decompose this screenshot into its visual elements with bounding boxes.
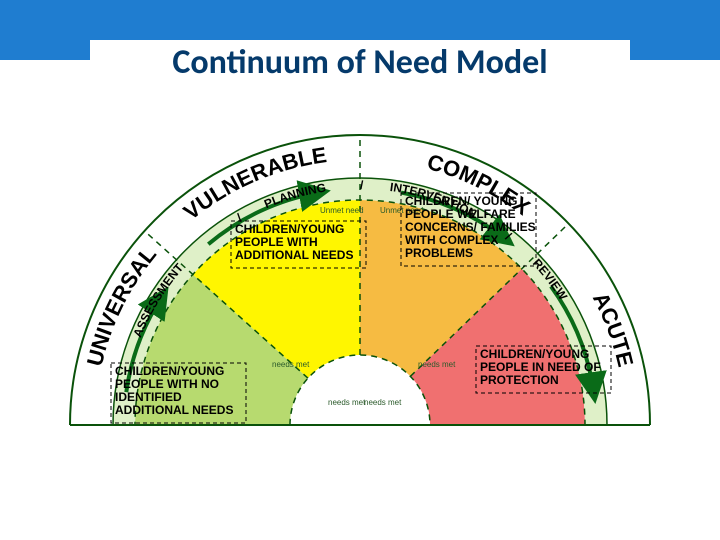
- tiny-label: needs met: [364, 398, 402, 407]
- tiny-label: needs met: [328, 398, 366, 407]
- tiny-label: needs met: [418, 360, 456, 369]
- continuum-diagram: UNIVERSAL VULNERABLE COMPLEX ACUTE ASSES…: [0, 95, 720, 475]
- tiny-label: needs met: [272, 360, 310, 369]
- segment-label-universal: CHILDREN/YOUNGPEOPLE WITH NOIDENTIFIEDAD…: [115, 364, 233, 417]
- tiny-label: Unmet need: [320, 206, 364, 215]
- page-title: Continuum of Need Model: [90, 40, 630, 85]
